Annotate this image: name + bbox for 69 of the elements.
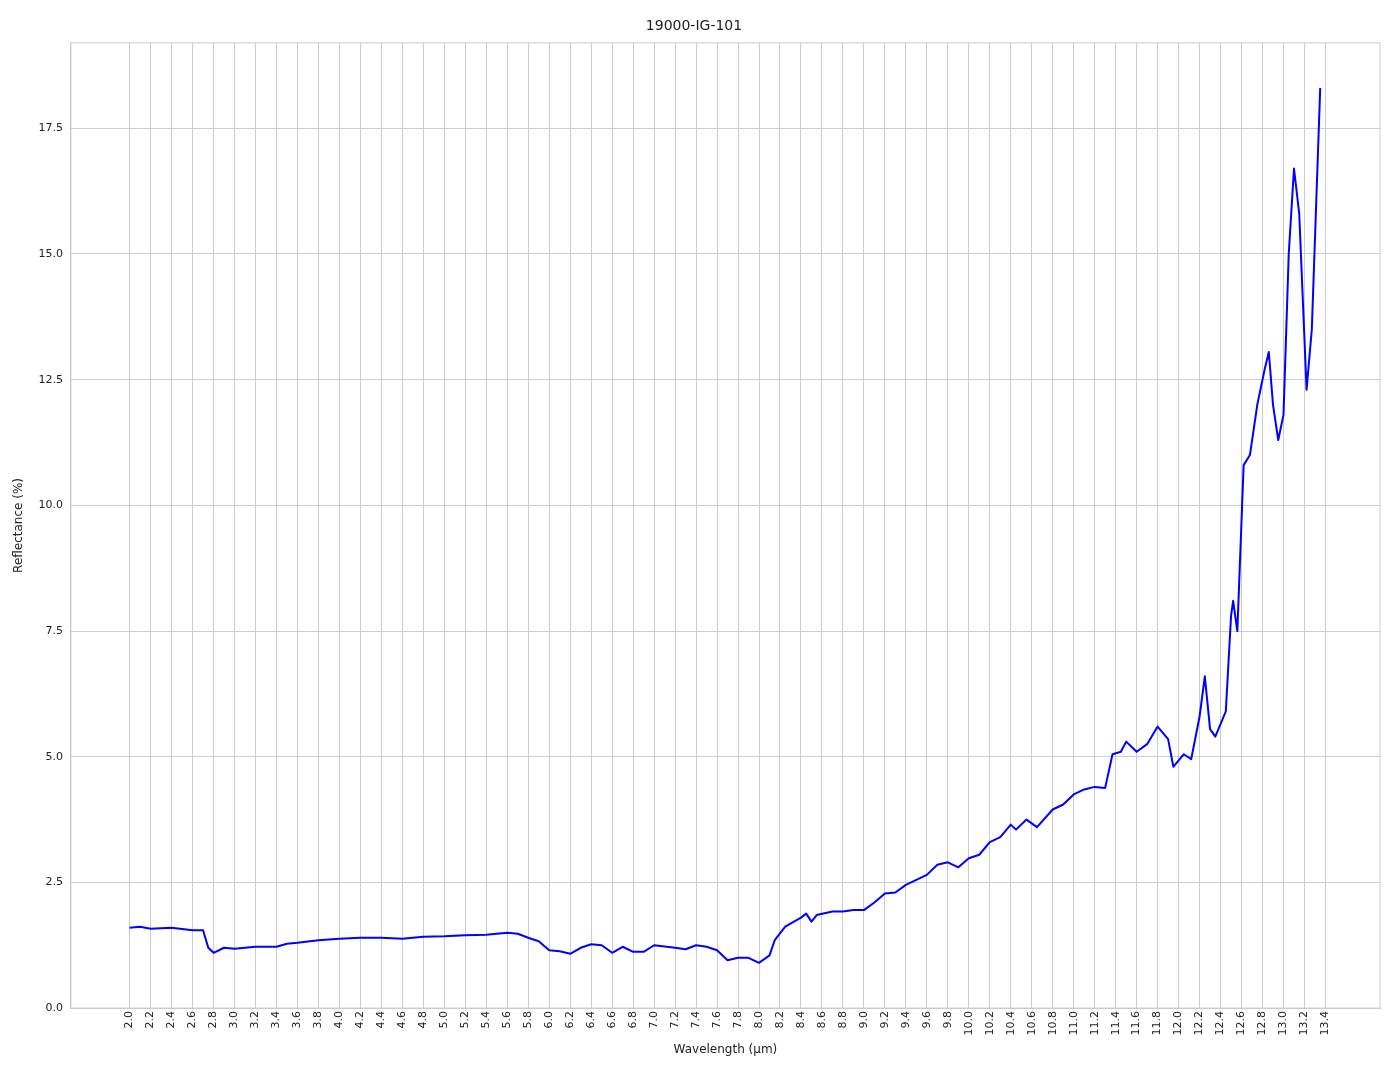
y-tick-label: 15.0	[38, 246, 63, 260]
x-tick-label: 7.4	[688, 1011, 702, 1029]
x-tick-label: 8.0	[751, 1011, 765, 1029]
x-tick-label: 12.0	[1171, 1011, 1185, 1036]
x-tick-label: 10.4	[1003, 1011, 1017, 1036]
x-tick-label: 8.2	[772, 1011, 786, 1029]
x-tick-label: 13.0	[1276, 1011, 1290, 1036]
x-tick-label: 4.2	[353, 1011, 367, 1029]
x-tick-label: 6.4	[584, 1011, 598, 1029]
x-tick-label: 11.6	[1129, 1011, 1143, 1036]
y-tick-label: 0.0	[45, 1000, 63, 1014]
x-tick-label: 11.0	[1066, 1011, 1080, 1036]
y-tick-label: 12.5	[38, 372, 63, 386]
x-tick-label: 12.4	[1213, 1011, 1227, 1036]
x-tick-label: 7.0	[646, 1011, 660, 1029]
x-tick-label: 3.4	[269, 1011, 283, 1029]
x-tick-label: 9.8	[940, 1011, 954, 1029]
x-tick-label: 6.6	[605, 1011, 619, 1029]
x-tick-label: 11.2	[1087, 1011, 1101, 1036]
x-tick-label: 12.6	[1234, 1011, 1248, 1036]
x-tick-label: 10.0	[961, 1011, 975, 1036]
x-tick-label: 9.2	[877, 1011, 891, 1029]
x-tick-label: 10.2	[982, 1011, 996, 1036]
x-tick-label: 8.8	[835, 1011, 849, 1029]
x-tick-label: 9.0	[856, 1011, 870, 1029]
x-tick-label: 5.2	[458, 1011, 472, 1029]
x-tick-label: 3.0	[227, 1011, 241, 1029]
x-tick-label: 4.4	[374, 1011, 388, 1029]
x-tick-label: 10.6	[1024, 1011, 1038, 1036]
x-tick-label: 4.6	[395, 1011, 409, 1029]
x-tick-label: 8.6	[814, 1011, 828, 1029]
x-axis-title: Wavelength (µm)	[673, 1041, 778, 1056]
x-tick-label: 12.2	[1192, 1011, 1206, 1036]
x-tick-label: 13.2	[1297, 1011, 1311, 1036]
y-tick-label: 7.5	[45, 623, 63, 637]
x-tick-label: 11.4	[1108, 1011, 1122, 1036]
y-tick-label: 2.5	[45, 875, 63, 889]
x-tick-label: 8.4	[793, 1011, 807, 1029]
x-tick-label: 11.8	[1150, 1011, 1164, 1036]
x-tick-label: 7.6	[709, 1011, 723, 1029]
x-tick-label: 2.8	[206, 1011, 220, 1029]
x-tick-label: 5.4	[479, 1011, 493, 1029]
chart-title: 19000-IG-101	[645, 17, 743, 34]
x-tick-label: 6.2	[563, 1011, 577, 1029]
x-tick-label: 5.8	[521, 1011, 535, 1029]
x-tick-label: 13.4	[1318, 1011, 1332, 1036]
x-tick-label: 5.0	[437, 1011, 451, 1029]
x-tick-label: 2.6	[185, 1011, 199, 1029]
x-tick-label: 2.4	[164, 1011, 178, 1029]
x-tick-label: 10.8	[1045, 1011, 1059, 1036]
x-tick-label: 7.2	[667, 1011, 681, 1029]
y-tick-label: 5.0	[45, 749, 63, 763]
y-axis-title: Reflectance (%)	[11, 477, 26, 573]
x-tick-label: 7.8	[730, 1011, 744, 1029]
x-tick-label: 3.6	[290, 1011, 304, 1029]
x-tick-label: 5.6	[500, 1011, 514, 1029]
y-tick-label: 17.5	[38, 121, 63, 135]
x-tick-label: 4.8	[416, 1011, 430, 1029]
x-tick-label: 3.8	[311, 1011, 325, 1029]
x-tick-label: 6.8	[626, 1011, 639, 1029]
x-tick-label: 9.4	[898, 1011, 912, 1029]
x-tick-label: 2.0	[122, 1011, 136, 1029]
x-tick-label: 2.2	[143, 1011, 157, 1029]
x-tick-label: 12.8	[1255, 1011, 1269, 1036]
x-tick-label: 4.0	[332, 1011, 346, 1029]
x-tick-label: 3.2	[248, 1011, 262, 1029]
x-tick-label: 6.0	[542, 1011, 556, 1029]
y-tick-label: 10.0	[38, 498, 63, 512]
x-tick-label: 9.6	[919, 1011, 933, 1029]
